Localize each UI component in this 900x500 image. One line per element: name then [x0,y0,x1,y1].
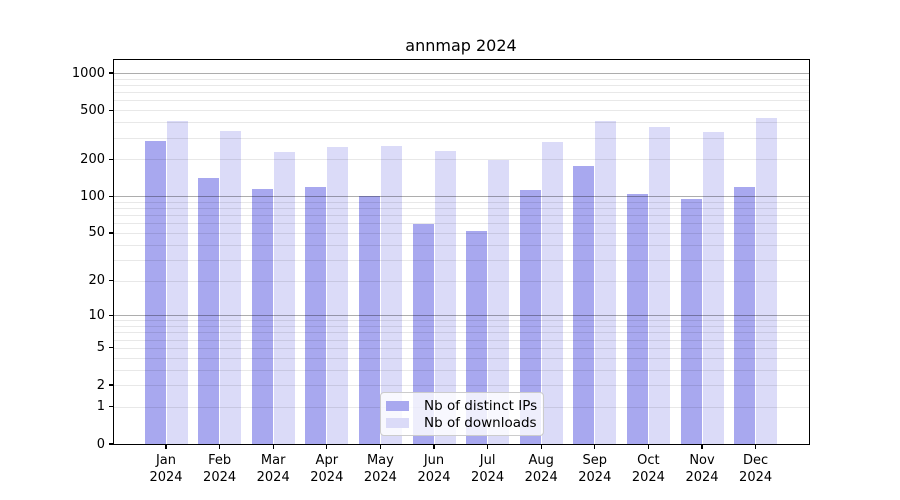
x-tick-label-aug: Aug 2024 [524,453,558,485]
x-tick-mark [326,444,328,449]
chart-title: annmap 2024 [405,36,517,55]
bar-may-downloads [380,146,402,444]
bar-aug-downloads [541,142,563,444]
y-tick-mark [109,195,114,197]
x-tick-label-jan: Jan 2024 [149,453,183,485]
y-tick-label: 1 [96,399,105,415]
x-tick-mark [594,444,596,449]
y-tick-label: 100 [80,188,105,204]
y-tick-label: 2 [96,377,105,393]
x-tick-label-nov: Nov 2024 [685,453,719,485]
bar-jan-ips [144,141,166,444]
gridline-major [114,73,809,74]
y-tick-mark [109,109,114,111]
legend-label-distinct-ips: Nb of distinct IPs [424,397,538,414]
y-tick-mark [109,72,114,74]
bar-oct-ips [626,193,648,444]
bar-jan-downloads [166,120,188,444]
y-tick-label: 200 [80,151,105,167]
y-tick-label: 5 [96,340,105,356]
y-tick-label: 0 [96,436,105,452]
bar-dec-ips [734,186,756,444]
x-tick-label-jul: Jul 2024 [471,453,505,485]
bar-sep-downloads [595,120,617,444]
x-tick-mark [486,444,489,449]
x-tick-mark [272,444,274,449]
bar-feb-downloads [220,130,242,444]
bar-apr-ips [305,186,327,444]
bar-mar-ips [251,188,273,444]
legend-item-distinct-ips: Nb of distinct IPs [386,397,537,414]
legend-item-downloads: Nb of downloads [386,414,537,431]
x-tick-mark [218,444,221,449]
x-tick-mark [433,444,435,449]
y-tick-mark [109,314,114,316]
bar-may-ips [358,196,380,444]
bar-nov-ips [680,198,702,444]
x-tick-mark [647,444,650,449]
y-tick-label: 50 [88,225,105,241]
gridline-minor [114,85,809,86]
bar-jun-downloads [434,150,456,444]
bar-jun-ips [412,224,434,444]
x-tick-mark [379,444,382,449]
legend-swatch-downloads [386,417,409,428]
x-tick-label-dec: Dec 2024 [739,453,773,485]
legend-swatch-distinct-ips [386,400,409,411]
y-tick-label: 20 [88,273,105,288]
y-tick-mark [109,406,114,408]
y-tick-mark [109,347,114,349]
x-tick-label-may: May 2024 [363,453,397,485]
x-tick-mark [540,444,542,449]
bar-apr-downloads [327,147,349,444]
x-tick-label-sep: Sep 2024 [578,453,612,485]
plot-area [114,60,809,444]
x-tick-mark [701,444,703,449]
bar-jul-downloads [488,160,510,444]
bar-dec-downloads [756,118,778,444]
legend: Nb of distinct IPs Nb of downloads [380,392,544,436]
gridline-minor [114,92,809,94]
y-tick-label: 500 [80,102,105,118]
bar-oct-downloads [648,127,670,444]
x-tick-label-jun: Jun 2024 [417,453,451,485]
gridline-minor [114,100,809,102]
x-tick-label-mar: Mar 2024 [256,453,290,485]
legend-label-downloads: Nb of downloads [424,414,537,431]
y-tick-label: 10 [88,307,105,323]
x-tick-label-feb: Feb 2024 [203,453,237,485]
bar-nov-downloads [702,132,724,444]
bar-jul-ips [466,230,488,444]
y-tick-label: 1000 [71,65,105,81]
gridline-minor [114,110,809,112]
bar-feb-ips [198,178,220,444]
gridline-minor [114,122,809,124]
gridline-minor [114,78,809,80]
y-tick-mark [109,232,114,234]
x-tick-label-apr: Apr 2024 [310,453,344,485]
x-tick-mark [754,444,757,449]
bar-mar-downloads [273,151,295,444]
y-tick-mark [109,158,114,160]
y-tick-mark [109,279,114,282]
bar-sep-ips [573,166,595,444]
y-tick-mark [109,384,114,386]
y-tick-mark [109,443,114,445]
bar-aug-ips [519,189,541,444]
x-tick-label-oct: Oct 2024 [631,453,665,485]
x-tick-mark [165,444,167,449]
